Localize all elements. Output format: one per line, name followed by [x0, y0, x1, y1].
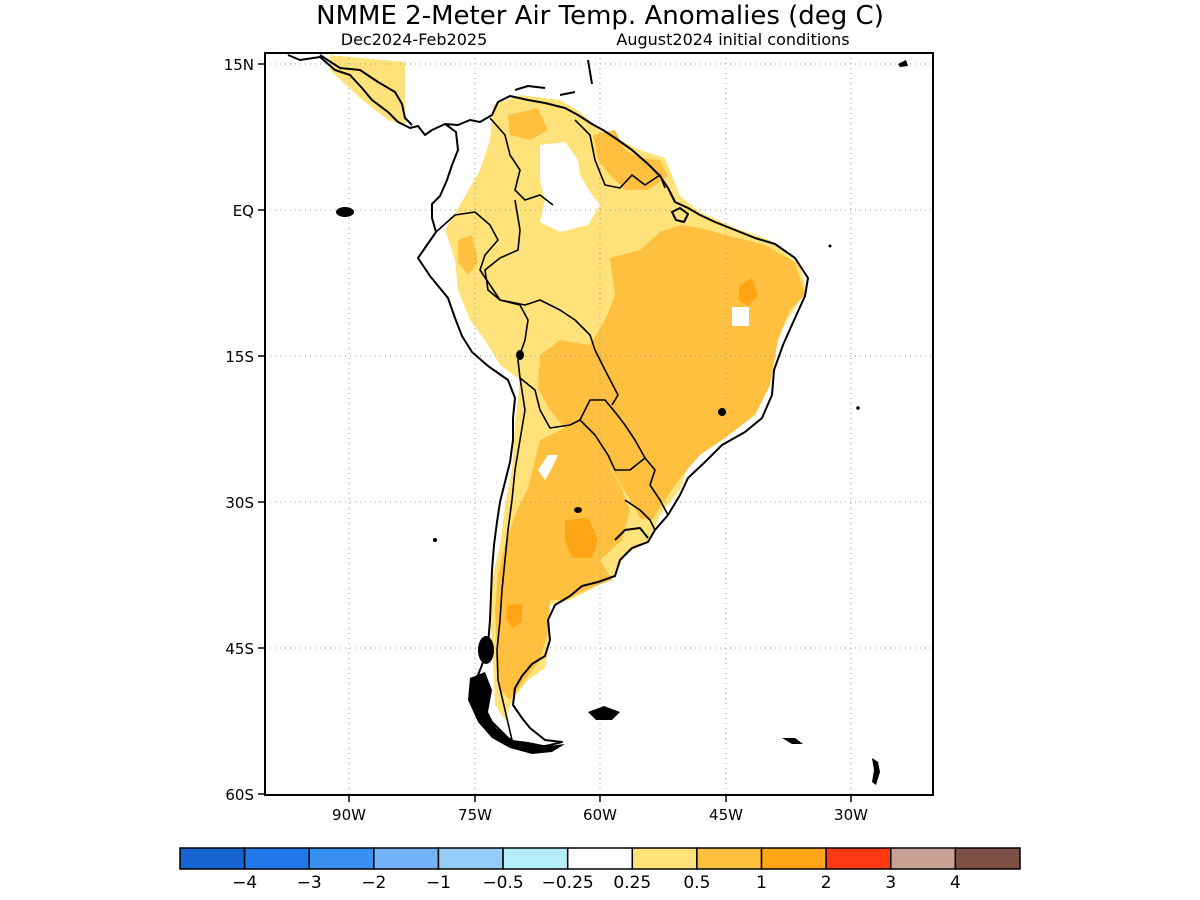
colorbar-tick-label: −0.5: [482, 873, 523, 893]
colorbar-tick-label: −3: [297, 873, 322, 893]
colorbar-swatch: [890, 847, 957, 870]
graticule: [265, 53, 933, 795]
lon-tick-label: 90W: [332, 806, 366, 824]
colorbar-tick-label: 0.25: [613, 873, 651, 893]
colorbar-tick-label: 4: [950, 873, 961, 893]
lat-tick-label: 15N: [224, 56, 254, 74]
colorbar-labels: −4 −3 −2 −1 −0.5 −0.25 0.25 0.5 1 2 3 4: [232, 873, 961, 893]
border-peru-bolivia: [517, 304, 529, 379]
galapagos-islands: [336, 207, 354, 217]
anomaly-region-near-zero: [538, 142, 749, 480]
colorbar-swatch: [437, 847, 504, 870]
colorbar-swatch: [954, 847, 1021, 870]
map-title: NMME 2-Meter Air Temp. Anomalies (deg C): [316, 1, 884, 31]
border-chile-argentina: [496, 377, 526, 741]
latitude-axis: 15N EQ 15S 30S 45S 60S: [224, 56, 265, 804]
colorbar-swatch: [696, 847, 763, 870]
lat-tick-label: EQ: [233, 202, 254, 220]
colorbar-tick-label: −2: [361, 873, 386, 893]
map-panel: 15N EQ 15S 30S 45S 60S 90W 75W 60W 45W 3…: [224, 52, 934, 824]
colorbar-swatch: [502, 847, 569, 870]
forecast-period: Dec2024-Feb2025: [341, 30, 488, 49]
map-frame: [264, 52, 934, 796]
fernando-de-noronha: [828, 244, 832, 248]
anomaly-region-moderate-south: [495, 428, 630, 700]
colorbar-tick-label: 3: [885, 873, 896, 893]
colorbar-swatch: [179, 847, 246, 870]
border-brazil-west: [484, 199, 619, 406]
juan-fernandez-islands: [433, 538, 437, 542]
colorbar-tick-label: −4: [232, 873, 257, 893]
border-colombia-ecuador-peru: [435, 211, 521, 306]
anomaly-region-strong: [506, 278, 758, 628]
sandwich-islands: [872, 758, 880, 785]
anomaly-region-moderate-north: [458, 108, 668, 275]
lakes: [516, 350, 726, 513]
lake-mar-chiquita: [574, 507, 582, 513]
tierra-del-fuego: [468, 672, 565, 754]
trindade-island: [856, 406, 860, 410]
lat-tick-label: 15S: [225, 348, 254, 366]
lake-titicaca: [516, 350, 524, 360]
lon-tick-label: 45W: [709, 806, 743, 824]
coastline-amazon-estuary: [671, 207, 689, 223]
colorbar-tick-label: 1: [756, 873, 767, 893]
colorbar-tick-label: 2: [821, 873, 832, 893]
colorbar-tick-label: −1: [426, 873, 451, 893]
anomaly-shading: [330, 55, 806, 720]
falkland-islands: [588, 706, 620, 720]
initial-conditions: August2024 initial conditions: [616, 30, 849, 49]
colorbar-swatch: [760, 847, 827, 870]
lat-tick-label: 60S: [225, 786, 254, 804]
chiloe-island: [478, 636, 494, 664]
colorbar-swatches: [179, 847, 1021, 870]
border-brazil-uruguay: [649, 484, 669, 516]
border-colombia-venezuela: [489, 117, 554, 206]
country-borders: [435, 117, 669, 741]
lat-tick-label: 45S: [225, 640, 254, 658]
coastline-rio-de-la-plata: [614, 527, 649, 541]
colorbar-swatch: [243, 847, 310, 870]
colorbar-swatch: [566, 847, 634, 870]
longitude-axis: 90W 75W 60W 45W 30W: [332, 795, 868, 824]
colorbar-swatch: [825, 847, 892, 870]
colorbar-tick-label: −0.25: [542, 873, 594, 893]
colorbar: −4 −3 −2 −1 −0.5 −0.25 0.25 0.5 1 2 3 4: [179, 847, 1021, 893]
coastline-central-america-caribbean: [319, 54, 413, 126]
lon-tick-label: 60W: [583, 806, 617, 824]
colorbar-swatch: [631, 847, 698, 870]
colorbar-swatch: [373, 847, 440, 870]
coastline-caribbean-islands: [514, 59, 593, 96]
colorbar-swatch: [308, 847, 375, 870]
lon-tick-label: 30W: [834, 806, 868, 824]
lat-tick-label: 30S: [225, 494, 254, 512]
lon-tick-label: 75W: [458, 806, 492, 824]
border-argentina-uruguay: [624, 499, 656, 531]
south-georgia: [782, 738, 803, 744]
border-bolivia-south: [519, 377, 646, 459]
colorbar-tick-label: 0.5: [683, 873, 710, 893]
interior-lake-brazil: [718, 408, 726, 416]
islands: [336, 60, 908, 785]
border-venezuela-guyana: [574, 119, 666, 189]
border-paraguay: [579, 419, 656, 486]
coastline-central-america-north: [287, 54, 433, 136]
atlantic-islets: [898, 60, 908, 67]
